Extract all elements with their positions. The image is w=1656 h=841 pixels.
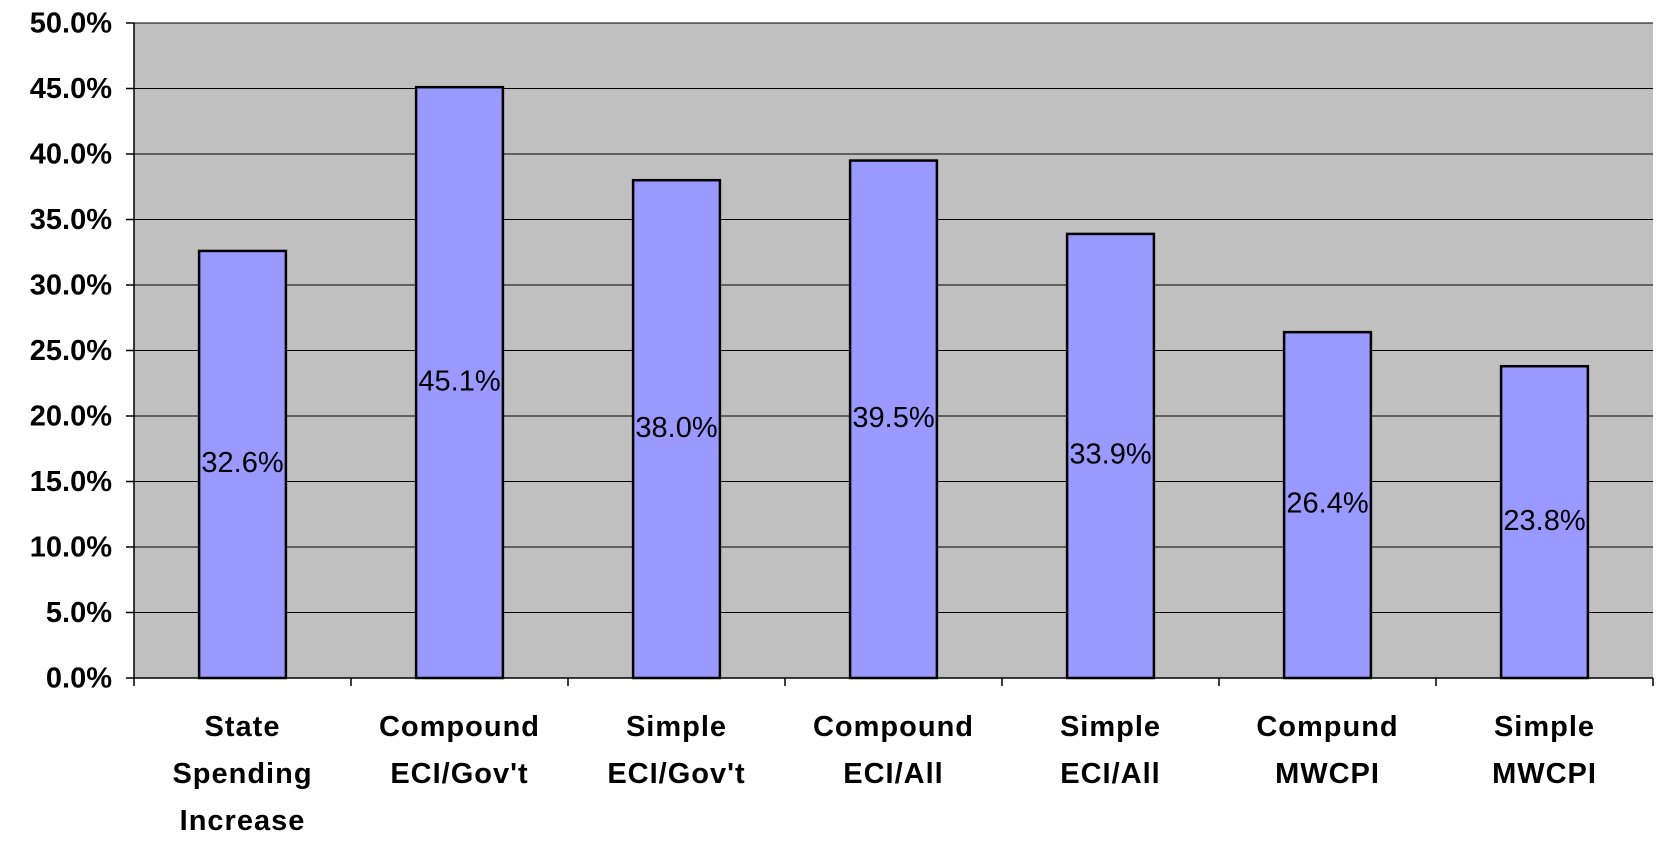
x-tick-label: Compund MWCPI	[1256, 711, 1398, 790]
x-tick-label: Compound ECI/Gov't	[379, 711, 540, 790]
x-tick-label: Simple ECI/Gov't	[607, 711, 745, 790]
bar	[848, 159, 939, 680]
value-label: 32.6%	[201, 447, 283, 479]
value-label: 38.0%	[635, 412, 717, 444]
y-tick-label: 5.0%	[46, 597, 112, 629]
bar	[1499, 364, 1590, 680]
y-tick-label: 20.0%	[30, 401, 112, 433]
x-tick-label: Simple MWCPI	[1492, 711, 1597, 790]
bar	[414, 85, 505, 680]
bar	[1282, 330, 1373, 680]
y-tick-label: 40.0%	[30, 139, 112, 171]
bar	[197, 249, 288, 680]
y-tick-label: 10.0%	[30, 532, 112, 564]
y-tick-label: 35.0%	[30, 204, 112, 236]
bar	[1065, 232, 1156, 680]
x-tick-label: State Spending Increase	[172, 711, 312, 837]
x-tick-label: Compound ECI/All	[813, 711, 974, 790]
value-label: 33.9%	[1069, 439, 1151, 471]
y-tick-label: 45.0%	[30, 73, 112, 105]
value-label: 45.1%	[418, 365, 500, 397]
bar	[631, 178, 722, 680]
y-tick-label: 25.0%	[30, 335, 112, 367]
value-label: 23.8%	[1503, 505, 1585, 537]
value-label: 26.4%	[1286, 488, 1368, 520]
y-tick-label: 15.0%	[30, 466, 112, 498]
y-tick-label: 50.0%	[30, 8, 112, 40]
y-tick-label: 0.0%	[46, 663, 112, 695]
x-tick-label: Simple ECI/All	[1060, 711, 1161, 790]
value-label: 39.5%	[852, 402, 934, 434]
y-tick-label: 30.0%	[30, 270, 112, 302]
